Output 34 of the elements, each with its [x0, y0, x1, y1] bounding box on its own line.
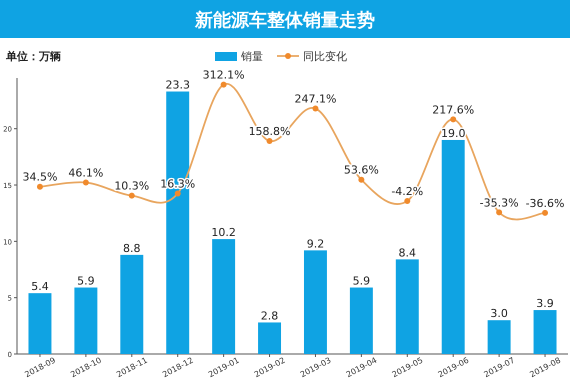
- bar: [212, 239, 236, 354]
- bar: [442, 140, 465, 354]
- data-label: 8.4: [398, 246, 416, 260]
- data-label: 10.2: [211, 226, 236, 240]
- chart-title: 新能源车整体销量走势: [194, 10, 375, 31]
- data-label: 34.5%: [22, 170, 58, 184]
- data-label: 5.9: [352, 274, 370, 288]
- bar: [350, 288, 373, 354]
- bar: [28, 293, 52, 354]
- data-label: 23.3: [165, 78, 190, 92]
- data-label: 8.8: [123, 242, 141, 255]
- bar: [74, 288, 98, 354]
- bar: [258, 322, 282, 354]
- text: 单位：万辆: [5, 50, 61, 63]
- data-label: 2.8: [260, 309, 278, 322]
- data-label: -36.6%: [526, 196, 565, 210]
- legend-label: 销量: [240, 50, 263, 63]
- bar: [488, 320, 511, 354]
- data-label: 5.4: [31, 280, 49, 294]
- data-label: 312.1%: [202, 68, 245, 82]
- bar: [120, 254, 144, 354]
- legend-label: 同比变化: [303, 50, 347, 63]
- data-label: 46.1%: [68, 166, 104, 180]
- bar: [304, 250, 327, 354]
- bar: [396, 259, 419, 354]
- data-label: 5.9: [77, 274, 95, 288]
- bar: [534, 310, 557, 354]
- data-label: 19.0: [440, 126, 466, 140]
- data-label: 247.1%: [294, 92, 336, 106]
- data-label: 10.3%: [114, 180, 150, 193]
- data-label: 217.6%: [432, 103, 474, 116]
- data-label: 3.9: [536, 297, 554, 310]
- data-label: 3.0: [490, 307, 508, 320]
- data-label: 9.2: [306, 237, 324, 250]
